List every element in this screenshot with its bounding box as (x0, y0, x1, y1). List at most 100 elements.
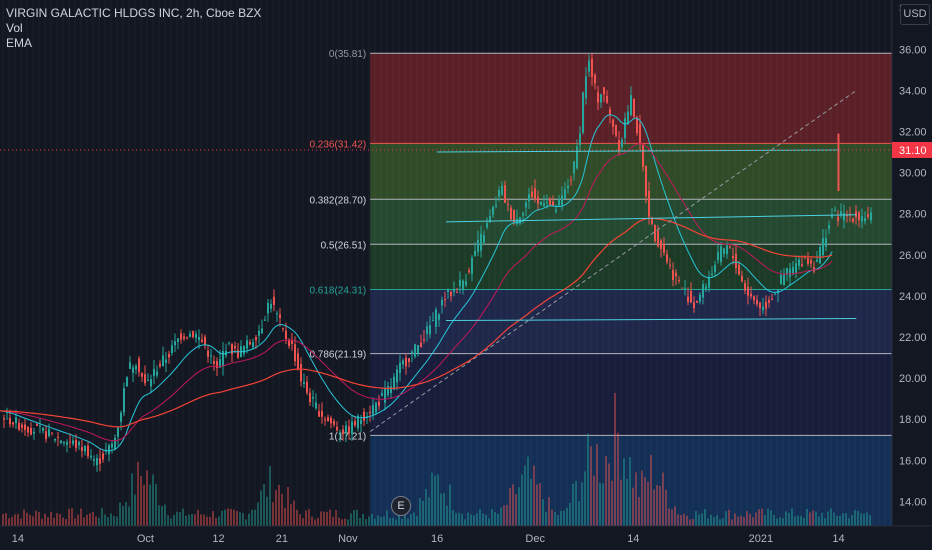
volume-bar (716, 515, 718, 526)
candle-body (156, 371, 158, 376)
volume-bar (110, 513, 112, 526)
volume-bar (461, 513, 463, 526)
grid-stripe (248, 0, 250, 526)
volume-bar (656, 485, 658, 526)
candle-body (261, 328, 263, 334)
candle-body (618, 140, 620, 151)
volume-bar (389, 518, 391, 526)
volume-bar (266, 496, 268, 526)
volume-bar (377, 515, 379, 526)
volume-bar (803, 517, 805, 526)
candle-body (522, 213, 524, 216)
volume-bar (200, 514, 202, 526)
candle-body (72, 440, 74, 444)
volume-bar (155, 484, 157, 526)
volume-bar (101, 508, 103, 526)
volume-bar (293, 500, 295, 526)
grid-stripe (20, 0, 22, 526)
volume-bar (338, 517, 340, 526)
volume-bar (632, 487, 634, 526)
candle-body (372, 405, 374, 415)
volume-bar (62, 517, 64, 526)
volume-bar (860, 513, 862, 526)
volume-bar (8, 518, 10, 526)
x-tick-label: 14 (627, 533, 639, 545)
candle-body (723, 248, 725, 255)
volume-bar (857, 511, 859, 526)
candle-body (471, 257, 473, 274)
volume-indicator-label[interactable]: Vol (6, 21, 23, 35)
candle-body (75, 439, 77, 448)
fib-level-label: 0(35.81) (329, 49, 366, 60)
ema-slow-line (0, 217, 833, 428)
grid-stripe (380, 0, 382, 526)
ema-indicator-label[interactable]: EMA (6, 36, 33, 50)
volume-bar (608, 463, 610, 526)
grid-stripe (710, 0, 712, 526)
volume-bar (818, 516, 820, 526)
grid-stripe (434, 0, 436, 526)
candle-body (693, 302, 695, 309)
candle-body (600, 94, 602, 103)
grid-stripe (32, 0, 34, 526)
candle-body (285, 330, 287, 339)
candle-body (132, 367, 134, 373)
candle-body (675, 272, 677, 277)
candle-body (564, 189, 566, 199)
volume-bar (488, 518, 490, 526)
volume-bar (314, 519, 316, 526)
volume-bar (671, 509, 673, 526)
candle-body (852, 218, 854, 222)
volume-bar (536, 484, 538, 526)
volume-bar (83, 517, 85, 526)
grid-stripe (662, 0, 664, 526)
grid-stripe (494, 0, 496, 526)
candle-body (717, 252, 719, 261)
volume-bar (443, 493, 445, 526)
candle-body (447, 289, 449, 292)
candle-body (207, 350, 209, 357)
candle-body (537, 196, 539, 204)
candle-body (393, 376, 395, 390)
candle-body (438, 314, 440, 320)
candle-body (102, 453, 104, 460)
candle-body (435, 309, 437, 327)
volume-bar (704, 509, 706, 526)
volume-bar (410, 514, 412, 526)
candle-body (201, 339, 203, 342)
grid-stripe (650, 0, 652, 526)
volume-bar (737, 516, 739, 526)
earnings-badge[interactable]: E (391, 496, 411, 516)
candle-body (171, 345, 173, 353)
grid-stripe (26, 0, 28, 526)
candle-body (228, 342, 230, 344)
grid-stripe (698, 0, 700, 526)
candle-body (801, 264, 803, 267)
volume-bar (680, 514, 682, 526)
grid-stripe (512, 0, 514, 526)
volume-bar (35, 510, 37, 526)
volume-bar (752, 517, 754, 526)
price-axis-background (892, 0, 932, 550)
volume-bar (854, 510, 856, 526)
volume-bar (698, 514, 700, 526)
candle-body (198, 337, 200, 341)
grid-stripe (14, 0, 16, 526)
volume-bar (230, 508, 232, 526)
volume-bar (581, 482, 583, 526)
currency-button[interactable]: USD (900, 4, 930, 25)
candle-body (21, 424, 23, 428)
volume-bar (233, 509, 235, 526)
candle-body (570, 179, 572, 181)
volume-bar (839, 515, 841, 526)
volume-bar (692, 518, 694, 526)
candle-body (138, 358, 140, 373)
candle-body (507, 203, 509, 205)
grid-stripe (728, 0, 730, 526)
grid-stripe (224, 0, 226, 526)
volume-bar (647, 481, 649, 526)
volume-bar (587, 433, 589, 526)
symbol-title[interactable]: VIRGIN GALACTIC HLDGS INC, 2h, Cboe BZX (6, 6, 262, 20)
candle-body (414, 344, 416, 357)
